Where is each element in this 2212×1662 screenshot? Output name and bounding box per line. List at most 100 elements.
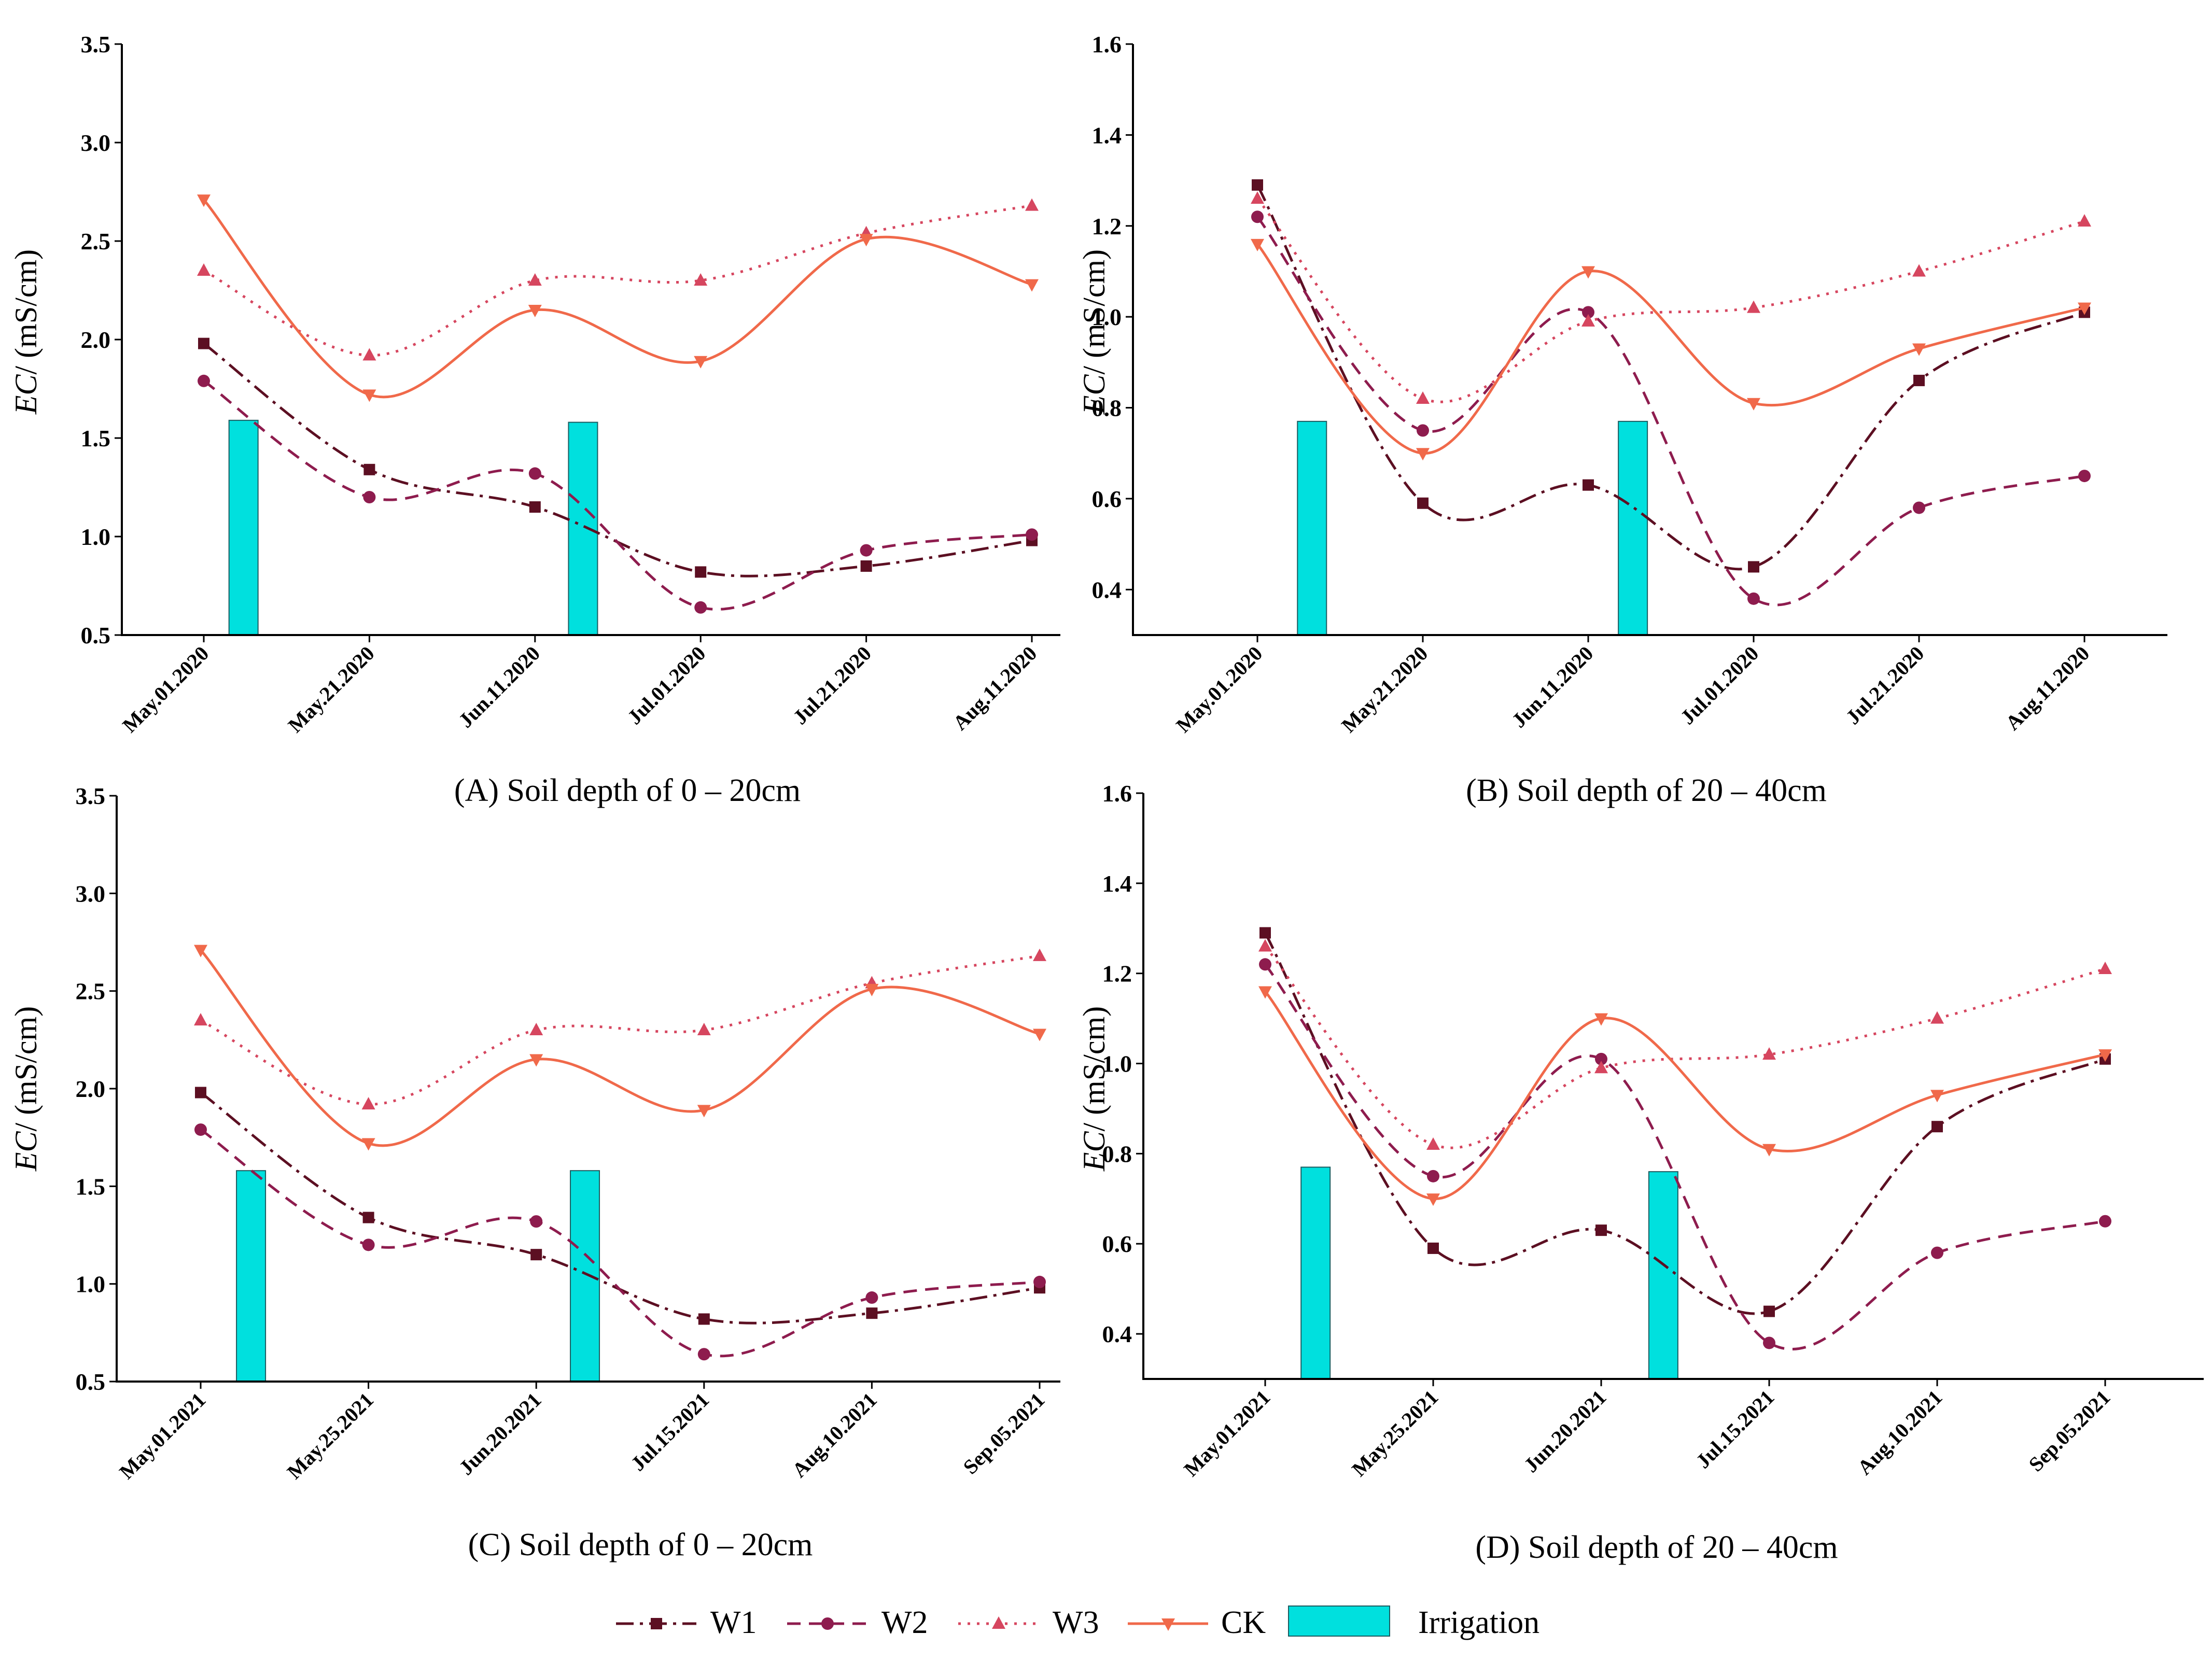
- data-point-w3: [697, 1023, 711, 1035]
- data-point-w1: [1252, 179, 1263, 191]
- legend-label-ck: CK: [1221, 1605, 1266, 1640]
- legend-marker-shape: [651, 1618, 662, 1629]
- data-point-w2: [528, 467, 541, 480]
- y-tick-label: 0.8: [1102, 1140, 1132, 1167]
- series-line-ck: [203, 199, 1032, 399]
- x-tick-label: May.21.2020: [284, 642, 379, 737]
- data-point-w3: [1416, 391, 1430, 404]
- data-point-w1: [198, 337, 209, 349]
- x-tick-label: Jul.21.2020: [788, 642, 876, 729]
- data-point-w1: [695, 566, 707, 578]
- legend-marker-shape: [821, 1617, 834, 1630]
- irrigation-bar: [570, 1170, 600, 1382]
- data-point-ck: [2078, 302, 2091, 315]
- y-axis-title-var: EC: [9, 1131, 43, 1172]
- y-tick-label: 1.6: [1102, 780, 1132, 807]
- data-point-w3: [694, 273, 708, 286]
- data-point-w3: [2098, 962, 2112, 974]
- data-point-w3: [361, 1097, 375, 1110]
- irrigation-bar: [1648, 1171, 1678, 1379]
- x-tick-label: Aug.11.2020: [948, 642, 1042, 735]
- y-tick-label: 0.4: [1092, 576, 1122, 603]
- legend-marker-ck: [1161, 1618, 1175, 1631]
- data-point-w3: [1258, 939, 1272, 952]
- legend: W1 W2 W3 CK Irrigation: [616, 1605, 1539, 1640]
- data-point-ck: [197, 194, 211, 207]
- irrigation-bar: [1618, 420, 1648, 636]
- series-line-w1: [203, 342, 1032, 578]
- data-point-ck: [1258, 986, 1272, 999]
- y-tick-label: 1.2: [1092, 213, 1122, 240]
- data-point-w1: [1763, 1305, 1775, 1317]
- data-point-w1: [1595, 1224, 1607, 1236]
- x-tick-label: Jul.15.2021: [626, 1388, 714, 1476]
- legend-marker-w1: [651, 1618, 662, 1629]
- data-point-w2: [1763, 1336, 1775, 1349]
- y-tick-label: 0.6: [1102, 1231, 1132, 1257]
- panel-c: 0.5 1.0 1.5 2.0 2.5 3.0 3.5 May.01.2021 May.25.2…: [9, 783, 1060, 1562]
- series-line-w3: [203, 204, 1032, 357]
- series-line-w2: [203, 379, 1032, 611]
- y-tick-label: 0.8: [1092, 395, 1122, 421]
- data-point-ck: [361, 1138, 375, 1151]
- series-line-w2: [1264, 963, 2106, 1351]
- y-tick-label: 2.0: [81, 327, 111, 353]
- legend-item-irrigation: Irrigation: [1288, 1605, 1539, 1640]
- x-tick-label: May.01.2021: [1179, 1386, 1275, 1481]
- legend-item-ck: CK: [1128, 1605, 1266, 1640]
- data-point-ck: [362, 389, 376, 402]
- data-point-w2: [1417, 424, 1429, 437]
- y-axis-title-unit: / (mS/cm): [1077, 249, 1111, 375]
- data-point-w3: [1594, 1061, 1608, 1074]
- data-point-w2: [198, 374, 210, 387]
- data-point-ck: [1025, 279, 1039, 292]
- y-axis-title: EC/ (mS/cm): [1077, 249, 1111, 415]
- data-point-w2: [694, 601, 707, 614]
- x-tick-label: May.01.2021: [115, 1388, 210, 1484]
- data-point-w2: [860, 544, 873, 557]
- x-tick-label: Jun.20.2021: [454, 1388, 545, 1480]
- legend-label-w2: W2: [881, 1605, 928, 1640]
- x-tick-label: Aug.11.2020: [2001, 642, 2094, 735]
- y-tick-label: 0.6: [1092, 486, 1122, 512]
- y-tick-label: 1.2: [1102, 961, 1132, 987]
- y-tick-label: 3.0: [76, 880, 106, 907]
- data-point-w2: [362, 1238, 375, 1251]
- data-point-w3: [528, 273, 542, 286]
- data-point-w1: [860, 560, 872, 572]
- series-line-w3: [200, 954, 1040, 1106]
- x-tick-label: May.01.2020: [1171, 642, 1267, 737]
- data-point-ck: [194, 945, 207, 957]
- y-axis-title-var: EC: [1077, 1131, 1111, 1172]
- legend-marker-shape: [992, 1616, 1005, 1629]
- data-point-w2: [1026, 528, 1038, 541]
- x-tick-label: Jul.15.2021: [1691, 1386, 1779, 1473]
- data-point-ck: [529, 1054, 543, 1067]
- data-point-w1: [362, 1212, 374, 1223]
- data-point-ck: [1416, 448, 1430, 461]
- y-tick-label: 2.0: [76, 1076, 106, 1102]
- data-point-ck: [1426, 1193, 1440, 1206]
- y-tick-label: 1.0: [81, 524, 111, 550]
- data-point-w1: [1913, 374, 1925, 386]
- data-point-w3: [1581, 314, 1595, 327]
- series-line-w1: [1264, 932, 2106, 1315]
- legend-label-w3: W3: [1053, 1605, 1099, 1640]
- data-point-ck: [1581, 266, 1595, 279]
- data-point-ck: [1747, 398, 1760, 411]
- data-point-w1: [363, 463, 375, 475]
- y-tick-label: 0.5: [81, 622, 111, 649]
- x-tick-label: May.01.2020: [118, 642, 213, 737]
- data-point-w1: [1748, 561, 1759, 573]
- panel-a: 0.5 1.0 1.5 2.0 2.5 3.0 3.5 May.01.2020 May.21.2…: [9, 31, 1060, 808]
- data-point-w2: [530, 1215, 543, 1228]
- data-point-w3: [1747, 300, 1760, 313]
- data-point-w2: [1427, 1170, 1439, 1182]
- legend-marker-shape: [1161, 1618, 1175, 1631]
- data-point-w1: [1259, 927, 1271, 939]
- data-point-w1: [195, 1087, 206, 1098]
- y-axis-title-unit: / (mS/cm): [9, 249, 43, 375]
- irrigation-bar: [1297, 420, 1327, 636]
- data-point-ck: [1912, 343, 1926, 356]
